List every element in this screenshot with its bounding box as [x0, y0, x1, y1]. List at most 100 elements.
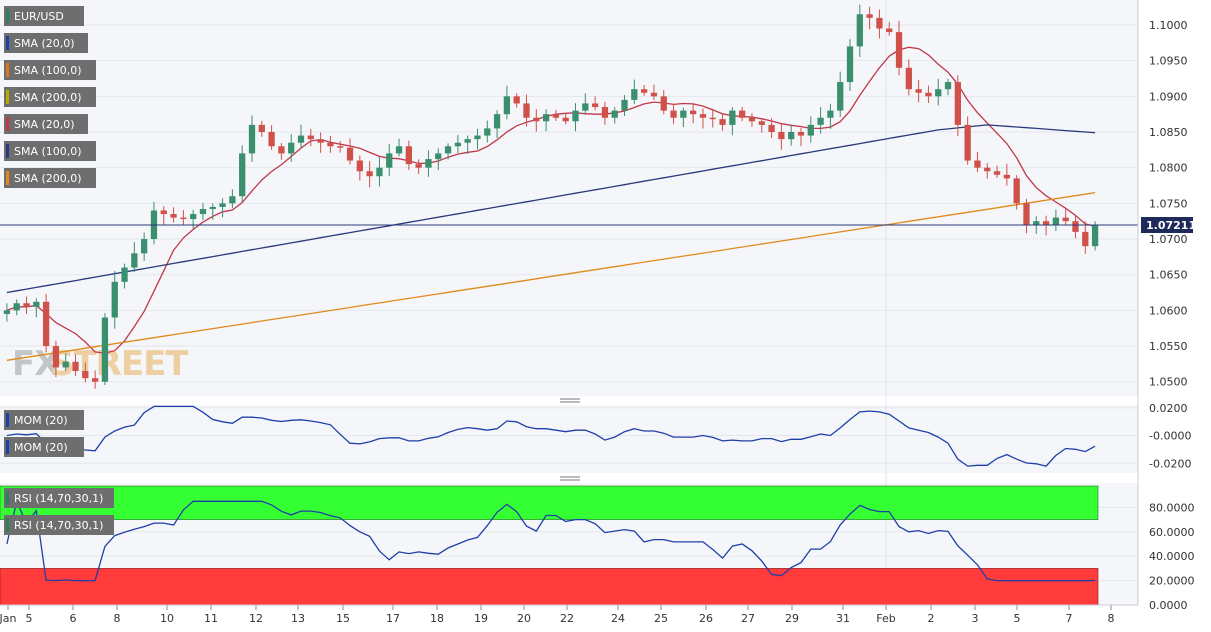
legend-bg [4, 33, 88, 53]
candle [572, 103, 579, 132]
rsi-tick-label: 40.0000 [1149, 550, 1195, 563]
candle-body [346, 147, 354, 161]
candle [484, 120, 491, 143]
legend-bg [4, 437, 84, 457]
x-tick-label: 8 [1108, 612, 1115, 625]
legend-item[interactable]: RSI (14,70,30,1) [4, 488, 114, 508]
candle-body [748, 117, 756, 122]
candle [405, 140, 412, 171]
rsi-series [6, 499, 1096, 582]
x-tick-label: 3 [972, 612, 979, 625]
candle [788, 124, 795, 146]
candle-body [954, 82, 961, 125]
sma-lines [6, 46, 1096, 361]
candle-body [180, 217, 187, 220]
legend-item[interactable]: SMA (100,0) [4, 141, 96, 161]
candle-body [562, 117, 569, 122]
legend-bg [4, 6, 84, 26]
candle [454, 134, 462, 153]
mom-tick-label: -0.0200 [1149, 457, 1191, 470]
x-tick-label: Jan [0, 612, 17, 625]
candle-body [699, 114, 707, 118]
x-tick-label: 24 [611, 612, 625, 625]
splitter-handle-2[interactable] [560, 476, 580, 481]
candle-body [444, 146, 452, 154]
candle-body [582, 103, 589, 111]
candle-body [288, 142, 295, 154]
legend-item[interactable]: MOM (20) [4, 437, 84, 457]
candle [591, 96, 599, 111]
candle [699, 108, 707, 129]
x-tick-label: 13 [291, 612, 305, 625]
candle-body [464, 139, 471, 143]
legend-label: EUR/USD [14, 10, 64, 23]
candle [52, 340, 60, 378]
price-tick-label: 1.0600 [1149, 304, 1188, 317]
candle [719, 114, 726, 131]
x-tick-label: 31 [836, 612, 850, 625]
legend-label: RSI (14,70,30,1) [14, 492, 103, 505]
legend-bg [4, 60, 96, 80]
candle-body [111, 281, 118, 318]
candle-body [601, 107, 609, 118]
candle-body [523, 103, 530, 118]
candle [503, 85, 511, 120]
legend-label: RSI (14,70,30,1) [14, 519, 103, 532]
legend-item[interactable]: EUR/USD [4, 6, 84, 26]
candle-body [1062, 217, 1069, 222]
candle [209, 203, 216, 220]
legend-item[interactable]: SMA (20,0) [4, 33, 88, 53]
candle [866, 6, 873, 30]
candle [827, 103, 834, 129]
candle-body [229, 196, 236, 204]
candle [748, 113, 756, 127]
candle-body [827, 110, 834, 118]
legend-item[interactable]: RSI (14,70,30,1) [4, 515, 114, 535]
candle-body [82, 371, 89, 379]
candle-body [503, 96, 511, 115]
legend-item[interactable]: SMA (20,0) [4, 114, 88, 134]
candle [523, 94, 530, 127]
x-tick-label: 22 [560, 612, 574, 625]
candle [974, 151, 981, 172]
splitter-handle-1[interactable] [560, 398, 580, 403]
legend-item[interactable]: SMA (200,0) [4, 87, 96, 107]
legend-label: SMA (200,0) [14, 91, 82, 104]
legend-label: SMA (100,0) [14, 64, 82, 77]
candle [729, 107, 736, 136]
candle [944, 78, 952, 96]
candle [1023, 198, 1030, 234]
candle [1091, 221, 1099, 251]
candle-body [1023, 203, 1030, 225]
sma-20-line [6, 46, 1096, 354]
legend-bg [4, 87, 96, 107]
candle-body [1091, 224, 1099, 247]
x-tick-label: 2 [928, 612, 935, 625]
legend-bg [4, 488, 114, 508]
candle-body [493, 114, 501, 129]
candle-body [268, 132, 275, 147]
legend-bg [4, 515, 114, 535]
candle [91, 370, 99, 389]
candle-body [3, 310, 11, 314]
candle-body [278, 146, 285, 154]
candle-body [121, 267, 128, 282]
candle [562, 114, 569, 125]
candle-body [905, 67, 912, 90]
candle [611, 107, 618, 124]
legend-item[interactable]: SMA (200,0) [4, 168, 96, 188]
candle [366, 161, 373, 188]
candle-body [484, 128, 491, 136]
candle [415, 159, 422, 174]
candle [856, 4, 863, 58]
candle [444, 143, 452, 160]
rsi-overbought-zone [0, 485, 1099, 520]
candle-body [572, 110, 579, 122]
candle-body [650, 92, 658, 97]
legend-item[interactable]: SMA (100,0) [4, 60, 96, 80]
candle [62, 353, 69, 371]
legend-item[interactable]: MOM (20) [4, 410, 84, 430]
candle [876, 9, 883, 39]
candle-body [405, 146, 412, 165]
candle [993, 165, 1001, 178]
